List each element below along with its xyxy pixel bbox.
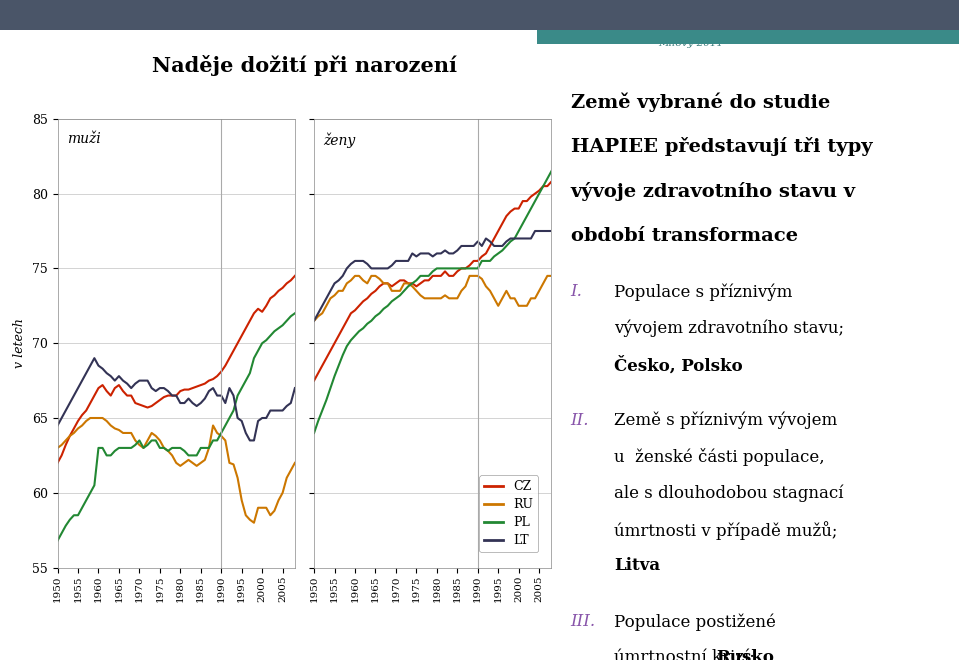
Text: vývojem zdravotního stavu;: vývojem zdravotního stavu; <box>614 319 844 337</box>
Text: Česko, Polsko: Česko, Polsko <box>614 356 742 374</box>
Text: úmrtnostní krizí;: úmrtnostní krizí; <box>614 649 760 660</box>
Text: úmrtnosti v případě mužů;: úmrtnosti v případě mužů; <box>614 521 837 540</box>
Text: I.: I. <box>571 283 582 300</box>
Text: muži: muži <box>67 132 101 147</box>
Text: Země s příznivým vývojem: Země s příznivým vývojem <box>614 412 837 430</box>
Text: 16. Konference Zdraví a životní prostředí,
Milovy 2011: 16. Konference Zdraví a životní prostřed… <box>580 26 801 48</box>
Text: HAPIEE představují tři typy: HAPIEE představují tři typy <box>571 137 873 156</box>
Text: III.: III. <box>571 613 596 630</box>
Text: ale s dlouhodobou stagnací: ale s dlouhodobou stagnací <box>614 484 843 502</box>
Text: II.: II. <box>571 412 589 429</box>
Legend: CZ, RU, PL, LT: CZ, RU, PL, LT <box>480 475 538 552</box>
Text: ženy: ženy <box>323 132 356 148</box>
Text: období transformace: období transformace <box>571 227 798 245</box>
Text: Rusko: Rusko <box>716 649 774 660</box>
Text: Populace s příznivým: Populace s příznivým <box>614 283 792 301</box>
Text: Naděje dožití při narození: Naděje dožití při narození <box>152 55 457 77</box>
Text: u  ženské části populace,: u ženské části populace, <box>614 448 825 466</box>
Text: Země vybrané do studie: Země vybrané do studie <box>571 92 830 112</box>
Text: Litva: Litva <box>614 557 660 574</box>
Y-axis label: v letech: v letech <box>13 318 26 368</box>
Text: vývoje zdravotního stavu v: vývoje zdravotního stavu v <box>571 182 855 201</box>
Text: Populace postižené: Populace postižené <box>614 613 776 631</box>
